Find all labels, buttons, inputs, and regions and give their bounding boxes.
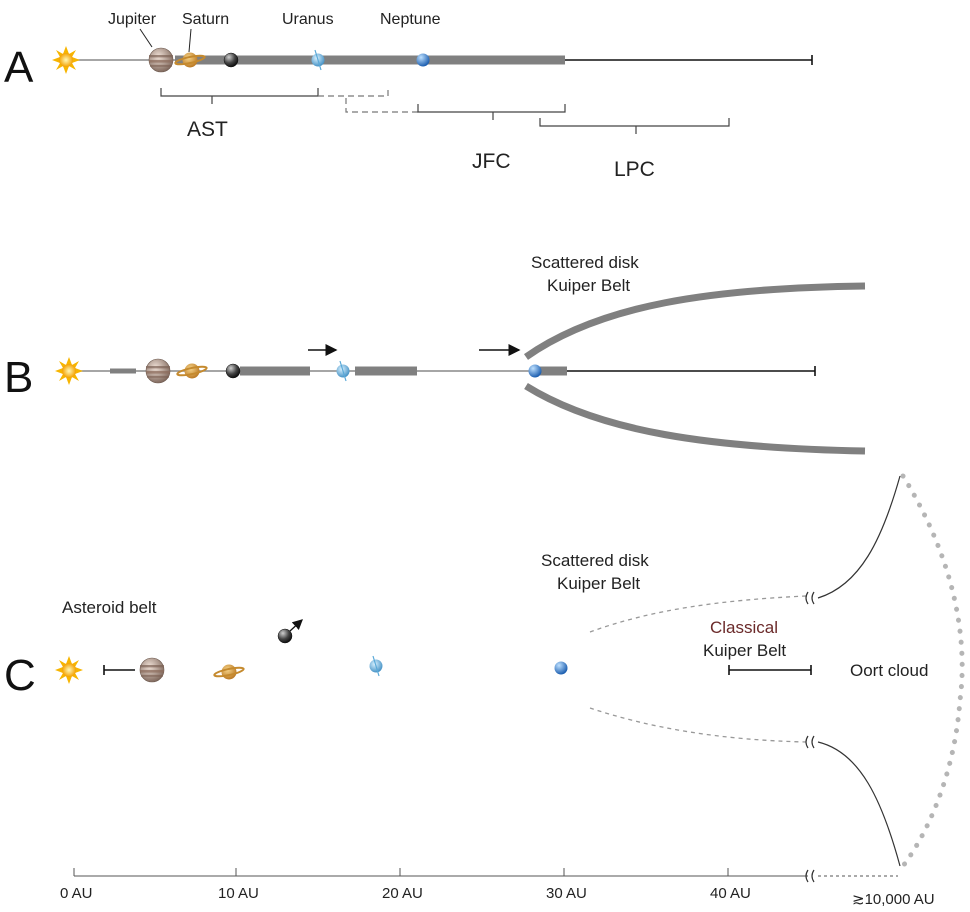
jupiter-icon: [145, 358, 171, 384]
belt-segment-b2: [355, 366, 417, 376]
oort-cloud-dotted-boundary: [900, 473, 965, 869]
jfc-label: JFC: [472, 150, 511, 173]
sun-icon: [55, 357, 83, 385]
neptune-icon: [554, 661, 568, 675]
neptune-icon: [416, 53, 430, 67]
saturn-icon: [212, 663, 246, 681]
axis-break-lower: [805, 735, 815, 749]
panel-b: B Scattered disk Kuiper Belt: [4, 253, 866, 455]
jfc-bracket: [417, 104, 566, 113]
axis-break: [805, 869, 815, 883]
panel-a: A Jupiter Saturn Uranus Neptune AST JFC …: [4, 11, 813, 181]
oort-cloud-label: Oort cloud: [850, 661, 928, 680]
scattered-disk-label-b: Scattered disk: [531, 253, 639, 272]
neptune-icon: [528, 364, 542, 378]
dark-planet-icon: [225, 363, 241, 379]
asteroid-belt-label: Asteroid belt: [62, 598, 157, 617]
axis-break-upper: [805, 591, 815, 605]
jupiter-icon: [148, 47, 174, 73]
panel-label-a: A: [4, 43, 34, 92]
tick-label-oort: ≳10,000 AU: [852, 891, 935, 908]
saturn-label: Saturn: [182, 11, 229, 28]
jupiter-label: Jupiter: [108, 11, 157, 28]
belt-segment-b1: [240, 366, 310, 376]
ejection-arrow: [289, 619, 303, 632]
tick-label-40au: 40 AU: [710, 885, 751, 902]
uranus-icon: [335, 360, 351, 382]
dark-planet-icon: [223, 52, 239, 68]
jupiter-leader-line: [139, 28, 153, 48]
classical-kuiper-belt-label-line1: Classical: [710, 618, 778, 637]
dashed-connector-upper: [318, 88, 389, 97]
lpc-bracket: [539, 118, 730, 127]
kuiper-belt-label-b: Kuiper Belt: [547, 276, 630, 295]
panel-c: C Asteroid belt Scattered disk Kuiper Be…: [4, 473, 965, 869]
scattered-disk-lower-arc: [524, 383, 866, 455]
saturn-icon: [173, 51, 207, 69]
ast-label: AST: [187, 118, 228, 141]
neptune-label: Neptune: [380, 11, 441, 28]
panel-label-b: B: [4, 353, 33, 402]
scattered-disk-label-c: Scattered disk: [541, 551, 649, 570]
uranus-icon: [310, 49, 326, 71]
saturn-icon: [175, 362, 209, 380]
uranus-icon: [368, 655, 384, 677]
oort-upper-curve: [817, 475, 901, 599]
tick-label-0au: 0 AU: [60, 885, 93, 902]
distance-axis: 0 AU 10 AU 20 AU 30 AU 40 AU ≳10,000 AU: [60, 868, 935, 908]
dashed-connector-lower: [345, 98, 418, 113]
sun-icon: [52, 46, 80, 74]
panel-label-c: C: [4, 651, 36, 700]
ejected-planet-icon: [277, 628, 293, 644]
scattered-disk-lower-dashed: [589, 707, 807, 743]
ast-bracket: [160, 88, 319, 97]
small-body-belt-a: [175, 55, 565, 65]
uranus-label: Uranus: [282, 11, 334, 28]
belt-segment-b3: [540, 366, 567, 376]
lpc-label: LPC: [614, 158, 655, 181]
tick-label-20au: 20 AU: [382, 885, 423, 902]
sun-icon: [55, 656, 83, 684]
scattered-disk-upper-arc: [523, 282, 866, 360]
oort-lower-curve: [817, 741, 901, 867]
saturn-leader-line: [188, 28, 192, 53]
kuiper-belt-label-c: Kuiper Belt: [557, 574, 640, 593]
classical-kuiper-belt-label-line2: Kuiper Belt: [703, 641, 786, 660]
tick-label-10au: 10 AU: [218, 885, 259, 902]
jupiter-icon: [139, 657, 165, 683]
tick-label-30au: 30 AU: [546, 885, 587, 902]
